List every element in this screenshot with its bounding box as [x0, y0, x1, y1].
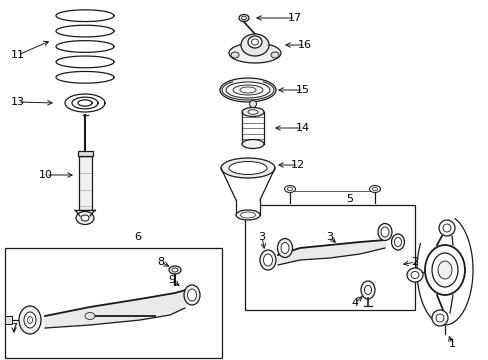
Ellipse shape: [372, 187, 377, 191]
Text: 7: 7: [10, 323, 18, 333]
Text: 1: 1: [447, 339, 454, 349]
Text: 8: 8: [157, 257, 164, 267]
Ellipse shape: [19, 306, 41, 334]
Ellipse shape: [380, 227, 388, 237]
Ellipse shape: [364, 285, 371, 294]
Ellipse shape: [81, 215, 89, 221]
Ellipse shape: [442, 224, 450, 232]
Ellipse shape: [242, 108, 264, 117]
Ellipse shape: [220, 78, 275, 102]
Ellipse shape: [169, 266, 181, 274]
Circle shape: [249, 100, 256, 108]
Ellipse shape: [221, 158, 274, 178]
Ellipse shape: [431, 310, 447, 326]
Text: 11: 11: [11, 50, 25, 60]
Ellipse shape: [369, 185, 380, 193]
Bar: [236, 200, 260, 220]
Ellipse shape: [277, 239, 292, 257]
Ellipse shape: [27, 316, 32, 324]
Ellipse shape: [240, 212, 255, 218]
Text: 14: 14: [295, 123, 309, 133]
Ellipse shape: [391, 234, 404, 250]
Ellipse shape: [242, 140, 264, 149]
Bar: [5, 316, 12, 324]
Text: 3: 3: [326, 232, 333, 242]
Ellipse shape: [76, 212, 94, 225]
Text: 2: 2: [410, 257, 418, 267]
Ellipse shape: [85, 312, 95, 320]
Ellipse shape: [437, 261, 451, 279]
Bar: [244, 205, 414, 310]
Ellipse shape: [241, 34, 268, 56]
Ellipse shape: [377, 224, 391, 240]
Ellipse shape: [394, 238, 401, 247]
Ellipse shape: [172, 268, 178, 272]
Ellipse shape: [410, 271, 418, 279]
Ellipse shape: [270, 52, 279, 58]
Ellipse shape: [228, 43, 281, 63]
Ellipse shape: [431, 253, 457, 287]
Ellipse shape: [228, 162, 266, 175]
Ellipse shape: [435, 314, 443, 322]
Text: 9: 9: [168, 275, 175, 285]
Polygon shape: [45, 288, 193, 328]
Ellipse shape: [247, 36, 262, 48]
Ellipse shape: [239, 14, 248, 22]
Text: 17: 17: [287, 13, 302, 23]
Ellipse shape: [183, 285, 200, 305]
Polygon shape: [278, 240, 384, 265]
Ellipse shape: [284, 185, 295, 193]
Text: 10: 10: [39, 170, 53, 180]
Ellipse shape: [247, 110, 258, 114]
Ellipse shape: [360, 281, 374, 299]
Ellipse shape: [236, 210, 260, 220]
Text: 6: 6: [134, 232, 141, 242]
Ellipse shape: [438, 220, 454, 236]
Ellipse shape: [424, 245, 464, 295]
Bar: [77, 151, 92, 156]
Bar: [79, 153, 91, 210]
Ellipse shape: [287, 187, 292, 191]
Ellipse shape: [251, 39, 258, 45]
Ellipse shape: [263, 254, 272, 266]
Ellipse shape: [281, 243, 288, 253]
Bar: [5, 248, 222, 358]
Ellipse shape: [240, 87, 256, 93]
Text: 15: 15: [295, 85, 309, 95]
Ellipse shape: [230, 52, 239, 58]
Text: 16: 16: [297, 40, 311, 50]
Ellipse shape: [187, 289, 196, 301]
Text: 5: 5: [346, 194, 353, 204]
Ellipse shape: [406, 268, 422, 282]
Ellipse shape: [232, 85, 263, 95]
Ellipse shape: [225, 82, 269, 98]
Text: 13: 13: [11, 97, 25, 107]
Ellipse shape: [260, 250, 275, 270]
Text: 3: 3: [258, 232, 265, 242]
Ellipse shape: [24, 312, 36, 328]
Text: 4: 4: [351, 298, 358, 308]
Ellipse shape: [241, 16, 246, 20]
Text: 12: 12: [290, 160, 305, 170]
